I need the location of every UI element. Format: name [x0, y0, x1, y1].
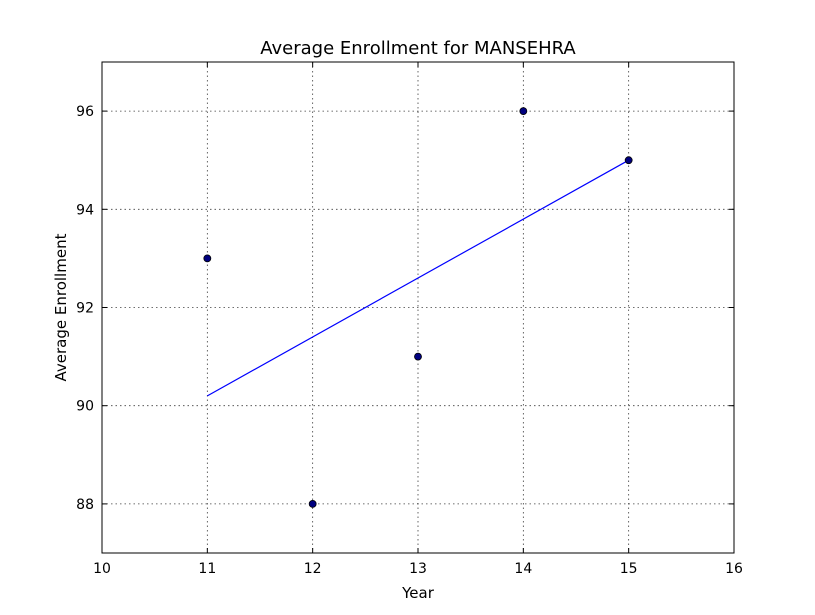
data-point	[308, 499, 317, 508]
data-points	[203, 107, 633, 508]
data-point	[414, 352, 422, 361]
y-tick-label: 96	[76, 104, 94, 120]
trend-line	[207, 159, 629, 397]
axis-ticks: 10 11 12 13 14 15 16 88 90 92 94 96	[76, 62, 743, 577]
data-point	[203, 254, 212, 263]
y-axis-label: Average Enrollment	[52, 233, 70, 381]
y-tick-label: 92	[76, 301, 94, 317]
trend-lines	[207, 159, 629, 397]
data-point	[519, 107, 528, 115]
y-tick-label: 88	[76, 497, 94, 513]
x-tick-label: 15	[620, 561, 638, 577]
grid	[102, 62, 734, 553]
chart-title: Average Enrollment for MANSEHRA	[260, 38, 576, 59]
x-tick-label: 12	[304, 561, 322, 577]
x-tick-label: 14	[514, 561, 532, 577]
data-point	[624, 156, 633, 165]
y-tick-label: 90	[76, 399, 94, 415]
x-tick-label: 13	[409, 561, 427, 577]
y-tick-label: 94	[76, 202, 94, 218]
x-tick-label: 16	[725, 561, 743, 577]
x-tick-label: 10	[93, 561, 111, 577]
x-axis-label: Year	[401, 584, 435, 602]
x-tick-label: 11	[198, 561, 216, 577]
